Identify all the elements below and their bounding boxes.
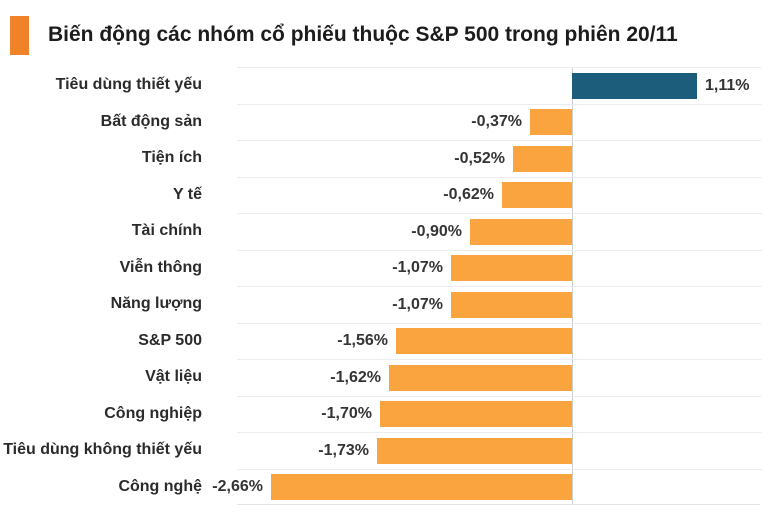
category-label: Tiện ích (141, 149, 202, 167)
value-label: -1,62% (330, 368, 381, 386)
category-label: Tiêu dùng không thiết yếu (3, 441, 202, 459)
value-label: -2,66% (212, 478, 263, 496)
chart-row: Tiện ích -0,52% (0, 140, 762, 177)
category-label: Vật liệu (145, 368, 202, 386)
negative-bar-3[interactable] (502, 182, 572, 209)
title-accent-marker (10, 16, 29, 55)
value-label: -1,07% (392, 295, 443, 313)
negative-bar-4[interactable] (470, 218, 572, 245)
category-label: S&P 500 (138, 331, 202, 349)
category-label: Công nghiệp (104, 404, 202, 422)
value-label: -0,37% (471, 113, 522, 131)
category-label: Công nghệ (118, 477, 202, 495)
row-plot-area: -1,70% (237, 395, 762, 433)
row-plot-area: -1,73% (237, 432, 762, 469)
row-plot-area: -1,56% (237, 322, 762, 360)
value-label: -1,70% (321, 405, 372, 423)
negative-bar-10[interactable] (377, 437, 572, 464)
row-plot-area: -2,66% (212, 468, 762, 506)
value-label: -1,07% (392, 259, 443, 277)
negative-bar-2[interactable] (513, 145, 572, 172)
bar-chart: Tiêu dùng thiết yếu 1,11% Bất động sản -0,3… (0, 67, 762, 505)
row-plot-area: 1,11% (237, 67, 762, 104)
row-plot-area: -1,07% (237, 249, 762, 287)
page-title: Biến động các nhóm cổ phiếu thuộc S&P 50… (48, 23, 678, 46)
value-label: -1,73% (318, 441, 369, 459)
chart-row: Công nghiệp -1,70% (0, 395, 762, 433)
chart-header: Biến động các nhóm cổ phiếu thuộc S&P 50… (0, 0, 762, 62)
chart-row: Công nghệ -2,66% (0, 468, 762, 506)
negative-bar-11[interactable] (271, 474, 572, 501)
category-label: Viễn thông (119, 258, 202, 276)
chart-row: Tiêu dùng không thiết yếu -1,73% (0, 432, 762, 469)
row-plot-area: -1,62% (237, 359, 762, 396)
bottom-gridline (237, 504, 760, 505)
negative-bar-6[interactable] (451, 291, 572, 318)
category-label: Năng lượng (110, 295, 202, 313)
row-plot-area: -0,52% (237, 140, 762, 177)
category-label: Bất động sản (100, 112, 202, 130)
chart-row: Tài chính -0,90% (0, 213, 762, 250)
chart-row: Tiêu dùng thiết yếu 1,11% (0, 67, 762, 104)
negative-bar-5[interactable] (451, 255, 572, 282)
negative-bar-7[interactable] (396, 328, 572, 355)
negative-bar-9[interactable] (380, 401, 572, 428)
chart-row: Y tế -0,62% (0, 176, 762, 214)
value-label: 1,11% (705, 76, 750, 94)
negative-bar-1[interactable] (530, 109, 572, 136)
category-label: Y tế (172, 185, 202, 203)
positive-bar-0[interactable] (572, 72, 697, 99)
negative-bar-8[interactable] (389, 364, 572, 391)
category-label: Tài chính (131, 222, 202, 240)
value-label: -0,52% (454, 149, 505, 167)
value-label: -1,56% (337, 332, 388, 350)
value-label: -0,90% (411, 222, 462, 240)
chart-row: Bất động sản -0,37% (0, 103, 762, 141)
chart-row: S&P 500 -1,56% (0, 322, 762, 360)
value-label: -0,62% (443, 186, 494, 204)
chart-row: Viễn thông -1,07% (0, 249, 762, 287)
chart-row: Vật liệu -1,62% (0, 359, 762, 396)
row-plot-area: -0,37% (237, 103, 762, 141)
row-plot-area: -0,62% (237, 176, 762, 214)
chart-row: Năng lượng -1,07% (0, 286, 762, 323)
category-label: Tiêu dùng thiết yếu (55, 76, 202, 94)
row-plot-area: -0,90% (237, 213, 762, 250)
row-plot-area: -1,07% (237, 286, 762, 323)
